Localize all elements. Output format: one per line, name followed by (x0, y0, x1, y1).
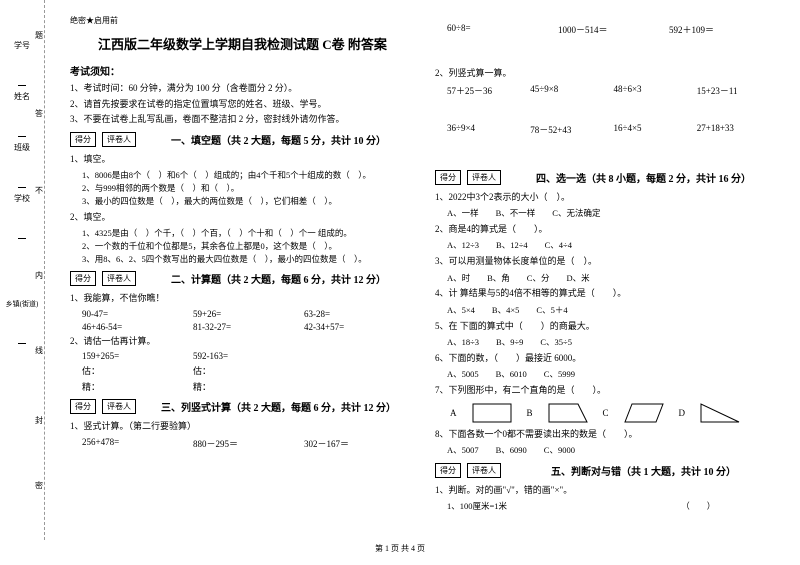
section-2-title: 二、计算题（共 2 大题，每题 6 分，共计 12 分） (142, 271, 415, 286)
score-box: 得分 (70, 399, 96, 414)
page-container: 题 学号 答 姓名 不 班级 内 学校 线 封 密 乡镇(街道) 绝密★启用前 … (0, 0, 800, 540)
parallelogram-icon (624, 403, 664, 423)
mark-feng: 封 (35, 415, 43, 426)
page-footer: 第 1 页 共 4 页 (0, 540, 800, 557)
bind-line (18, 158, 26, 188)
triangle-icon (700, 403, 740, 423)
shape-b-label: B (527, 408, 533, 418)
marker-box: 评卷人 (102, 271, 136, 286)
section-2-header: 得分 评卷人 二、计算题（共 2 大题，每题 6 分，共计 12 分） (70, 271, 415, 286)
q4-6: 6、下面的数，（ ）最接近 6000。 (435, 352, 780, 366)
calc-row: 159+265=592-163= (70, 351, 415, 361)
score-box: 得分 (70, 271, 96, 286)
bind-xuehao: 学号 (0, 40, 44, 51)
q1-a: 1、8006是由8个（ ）和6个（ ）组成的；由4个千和5个十组成的数（ ）。 (70, 169, 415, 182)
notice-2: 2、请首先按要求在试卷的指定位置填写您的姓名、班级、学号。 (70, 98, 415, 111)
score-box: 得分 (435, 170, 461, 185)
q4-2: 2、商是4的算式是（ ）。 (435, 223, 780, 237)
left-column: 绝密★启用前 江西版二年级数学上学期自我检测试题 C卷 附答案 考试须知： 1、… (60, 15, 425, 535)
notice-3: 3、不要在试卷上乱写乱画，卷面不整洁扣 2 分，密封线外请勿作答。 (70, 113, 415, 126)
section-5-title: 五、判断对与错（共 1 大题，共计 10 分） (507, 463, 780, 478)
q4-3o: A、时 B、角 C、分 D、米 (435, 272, 780, 285)
q1-h2: 2、填空。 (70, 211, 415, 225)
section-5-header: 得分 评卷人 五、判断对与错（共 1 大题，共计 10 分） (435, 463, 780, 478)
section-4-title: 四、选一选（共 8 小题，每题 2 分，共计 16 分） (507, 170, 780, 185)
bind-line (18, 314, 26, 344)
calc-row: 46+46-54=81-32-27=42-34+57= (70, 322, 415, 332)
exam-title: 江西版二年级数学上学期自我检测试题 C卷 附答案 (70, 34, 415, 53)
q4-8o: A、5007 B、6090 C、9000 (435, 444, 780, 457)
calc-row: 256+478=880－295＝302－167＝ (70, 437, 415, 450)
section-4-header: 得分 评卷人 四、选一选（共 8 小题，每题 2 分，共计 16 分） (435, 170, 780, 185)
notice-heading: 考试须知： (70, 63, 415, 78)
calc-row: 精：精： (70, 380, 415, 393)
q4-3: 3、可以用测量物体长度单位的是（ ）。 (435, 255, 780, 269)
secret-label: 绝密★启用前 (70, 15, 415, 26)
marker-box: 评卷人 (467, 170, 501, 185)
bind-line (18, 209, 26, 239)
bind-town: 乡镇(街道) (0, 299, 44, 309)
mark-da: 答 (35, 108, 43, 119)
q4-6o: A、5005 B、6010 C、5999 (435, 368, 780, 381)
q4-7: 7、下列图形中，有二个直角的是（ ）。 (435, 384, 780, 398)
calc-row: 90-47=59+26=63-28= (70, 309, 415, 319)
mark-ti: 题 (35, 30, 43, 41)
notice-1: 1、考试时间：60 分钟，满分为 100 分（含卷面分 2 分）。 (70, 82, 415, 95)
q1-b: 2、与999相邻的两个数是（ ）和（ ）。 (70, 182, 415, 195)
section-3-title: 三、列竖式计算（共 2 大题，每题 6 分，共计 12 分） (142, 399, 415, 414)
marker-box: 评卷人 (102, 399, 136, 414)
q4-5: 5、在 下面的算式中（ ）的商最大。 (435, 320, 780, 334)
bind-line (18, 56, 26, 86)
bind-line (18, 107, 26, 137)
bind-class: 班级 (0, 142, 44, 153)
q1-f: 3、用8、6、2、5四个数写出的最大四位数是（ ），最小的四位数是（ ）。 (70, 253, 415, 266)
shape-d-label: D (679, 408, 686, 418)
binding-strip: 题 学号 答 姓名 不 班级 内 学校 线 封 密 乡镇(街道) (0, 0, 45, 540)
q4-1o: A、一样 B、不一样 C、无法确定 (435, 207, 780, 220)
q1-d: 1、4325是由（ ）个千，（ ）个百，（ ）个十和（ ）个一 组成的。 (70, 227, 415, 240)
q1-e: 2、一个数的千位和个位都是5，其余各位上都是0，这个数是（ ）。 (70, 240, 415, 253)
q5-h: 1、判断。对的画"√"，错的画"×"。 (435, 484, 780, 498)
q2-h2: 2、请估一估再计算。 (70, 335, 415, 349)
calc-row: 估：估： (70, 364, 415, 377)
q2-h: 1、我能算，不信你瞧！ (70, 292, 415, 306)
marker-box: 评卷人 (102, 132, 136, 147)
q4-4: 4、计 算结果与5的4倍不相等的算式是（ ）。 (435, 287, 780, 301)
bind-name: 姓名 (0, 91, 44, 102)
calc-row: 57＋25－3645÷9×848÷6×315+23－11 (435, 84, 780, 97)
q1-c: 3、最小的四位数是（ ），最大的两位数是（ ），它们相差（ ）。 (70, 195, 415, 208)
q4-2o: A、12÷3 B、12÷4 C、4÷4 (435, 239, 780, 252)
shape-a-label: A (450, 408, 457, 418)
shape-c-label: C (603, 408, 609, 418)
right-column: 60÷8=1000－514＝592＋109＝ 2、列竖式算一算。 57＋25－3… (425, 15, 790, 535)
q4-5o: A、18÷3 B、9÷9 C、35÷5 (435, 336, 780, 349)
calc-row: 60÷8=1000－514＝592＋109＝ (435, 23, 780, 36)
marker-box: 评卷人 (467, 463, 501, 478)
rectangle-icon (472, 403, 512, 423)
score-box: 得分 (435, 463, 461, 478)
q3-h2: 2、列竖式算一算。 (435, 67, 780, 81)
section-3-header: 得分 评卷人 三、列竖式计算（共 2 大题，每题 6 分，共计 12 分） (70, 399, 415, 414)
calc-row: 36÷9×478－52+4316÷4×527+18+33 (435, 123, 780, 136)
q4-1: 1、2022中3个2表示的大小（ ）。 (435, 191, 780, 205)
q5-a: 1、100厘米=1米 （ ） (435, 500, 780, 513)
shapes-row: A B C D (435, 403, 780, 423)
q1-h: 1、填空。 (70, 153, 415, 167)
score-box: 得分 (70, 132, 96, 147)
mark-xian: 线 (35, 345, 43, 356)
mark-nei: 内 (35, 270, 43, 281)
q4-4o: A、5×4 B、4×5 C、5＋4 (435, 304, 780, 317)
section-1-header: 得分 评卷人 一、填空题（共 2 大题，每题 5 分，共计 10 分） (70, 132, 415, 147)
mark-mi: 密 (35, 480, 43, 491)
q3-h: 1、竖式计算。（第二行要验算） (70, 420, 415, 434)
trapezoid-icon (548, 403, 588, 423)
section-1-title: 一、填空题（共 2 大题，每题 5 分，共计 10 分） (142, 132, 415, 147)
content-area: 绝密★启用前 江西版二年级数学上学期自我检测试题 C卷 附答案 考试须知： 1、… (45, 0, 800, 540)
mark-bu: 不 (35, 185, 43, 196)
q4-8: 8、下面各数一个0都不需要读出来的数是（ ）。 (435, 428, 780, 442)
